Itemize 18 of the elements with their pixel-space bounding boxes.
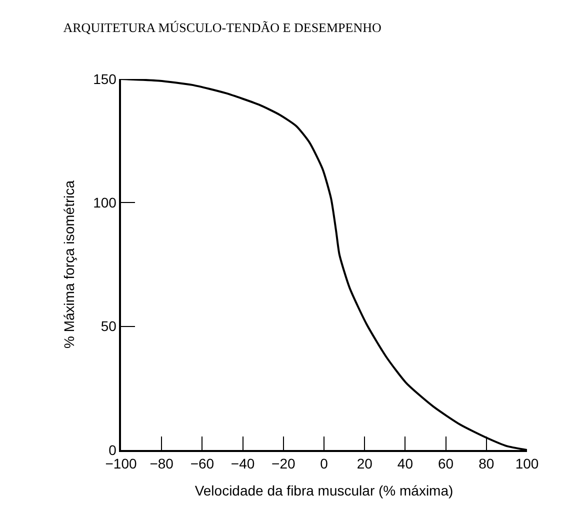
x-tick-label: −100 [105,456,137,472]
y-axis-title: % Máxima força isométrica [61,180,78,349]
x-tick-label: −60 [190,456,214,472]
x-axis-title: Velocidade da fibra muscular (% máxima) [194,482,454,498]
x-tick-label: 60 [438,456,454,472]
x-tick-label: 40 [397,456,414,472]
y-tick-label: 0 [108,442,117,458]
x-tick-label: −80 [150,456,174,472]
chart-title: ARQUITETURA MÚSCULO-TENDÃO E DESEMPENHO [63,20,382,35]
x-tick-label: 100 [515,456,539,472]
x-tick-label: 20 [356,456,373,472]
x-tick-label: −40 [230,456,255,472]
y-tick-label: 50 [100,318,117,334]
y-tick-label: 100 [93,194,117,211]
x-tick-label: 0 [320,456,328,472]
y-tick-label: 150 [93,70,117,87]
x-tick-label: 80 [478,456,494,472]
x-tick-label: −20 [272,456,296,472]
